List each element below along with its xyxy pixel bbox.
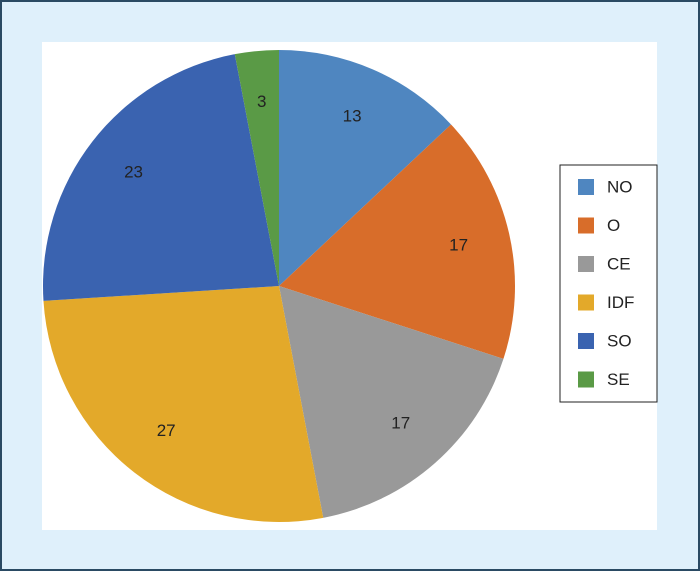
- legend-label: NO: [607, 177, 633, 196]
- data-label: 23: [124, 163, 143, 182]
- legend-swatch: [578, 179, 594, 195]
- legend-swatch: [578, 371, 594, 388]
- pie-slice: [279, 50, 452, 286]
- legend-box: [559, 164, 658, 403]
- legend-swatch: [578, 256, 594, 272]
- data-label: 13: [343, 107, 362, 126]
- data-label: 17: [449, 235, 468, 254]
- pie-slice: [279, 124, 515, 359]
- legend-swatch: [578, 333, 594, 349]
- pie-slice: [43, 286, 324, 522]
- data-label: 27: [157, 421, 176, 440]
- legend-label: IDF: [607, 293, 634, 312]
- legend-label: SO: [607, 331, 632, 350]
- legend-label: SE: [607, 370, 630, 389]
- pie-slice: [43, 54, 279, 301]
- data-label: 3: [257, 92, 266, 111]
- pie-slice: [279, 286, 504, 518]
- data-label: 17: [391, 414, 410, 433]
- legend-swatch: [578, 294, 594, 311]
- legend-label: CE: [607, 254, 631, 273]
- legend-swatch: [578, 217, 594, 234]
- legend-label: O: [607, 216, 620, 235]
- pie-slice: [234, 50, 279, 286]
